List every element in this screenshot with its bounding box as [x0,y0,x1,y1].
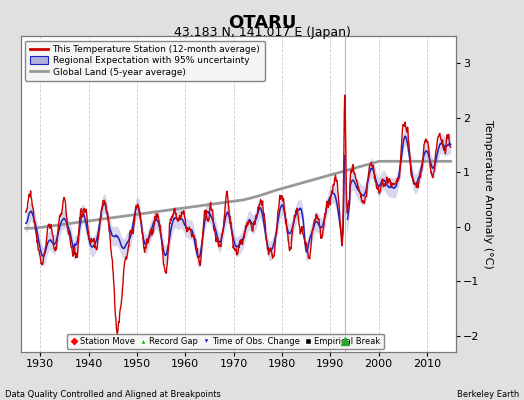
Legend: Station Move, Record Gap, Time of Obs. Change, Empirical Break: Station Move, Record Gap, Time of Obs. C… [67,334,384,350]
Text: OTARU: OTARU [228,14,296,32]
Text: Data Quality Controlled and Aligned at Breakpoints: Data Quality Controlled and Aligned at B… [5,390,221,399]
Y-axis label: Temperature Anomaly (°C): Temperature Anomaly (°C) [484,120,494,268]
Text: Berkeley Earth: Berkeley Earth [456,390,519,399]
Text: 43.183 N, 141.017 E (Japan): 43.183 N, 141.017 E (Japan) [173,26,351,39]
